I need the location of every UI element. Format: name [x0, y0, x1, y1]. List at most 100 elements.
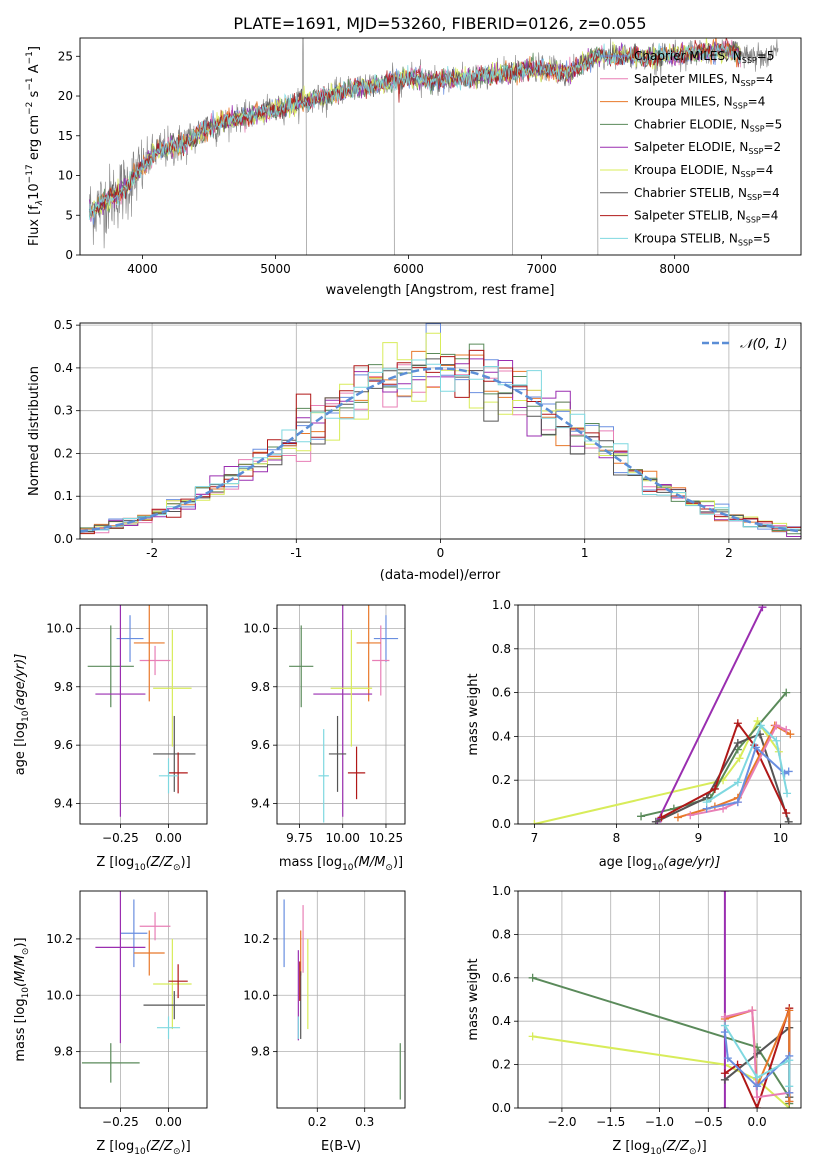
y-tick-label: 10.0: [243, 621, 270, 635]
x-axis-label: Z [log10(Z/Z⊙)]: [96, 855, 190, 873]
y-tick-label: 0.1: [54, 489, 73, 503]
x-axis-label: mass [log10(M/M⊙)]: [279, 855, 403, 873]
marker-chabrier_stelib: [784, 817, 793, 824]
y-tick-label: 10.2: [46, 932, 73, 946]
marker-salpeter_stelib: [657, 813, 666, 822]
x-tick-label: 2: [725, 546, 733, 560]
figure-title: PLATE=1691, MJD=53260, FIBERID=0126, z=0…: [233, 14, 646, 33]
point-chabrier_elodie: [81, 1043, 140, 1083]
point-salpeter_stelib: [168, 752, 188, 794]
x-tick-label: 0.0: [748, 1115, 767, 1129]
y-tick-label: 9.4: [251, 797, 270, 811]
marker-salpeter_stelib: [733, 719, 742, 728]
marker-chabrier_miles: [784, 767, 793, 776]
y-tick-label: 25: [58, 49, 73, 63]
marker-kroupa_elodie: [530, 820, 539, 824]
point-kroupa_stelib: [156, 1016, 181, 1039]
x-axis-label: Z [log10(Z/Z⊙)]: [96, 1139, 190, 1157]
point-kroupa_stelib: [318, 729, 329, 823]
x-axis-label: wavelength [Angstrom, rest frame]: [326, 283, 555, 298]
y-tick-label: 10.0: [46, 621, 73, 635]
marker-chabrier_elodie: [782, 688, 791, 697]
y-tick-label: 0.0: [54, 532, 73, 546]
y-tick-label: 0.4: [492, 1014, 511, 1028]
y-tick-label: 0.0: [492, 817, 511, 831]
point-salpeter_stelib: [168, 964, 188, 999]
marker-chabrier_miles: [753, 1082, 762, 1091]
x-tick-label: −0.25: [102, 831, 139, 845]
x-tick-label: −1.5: [596, 1115, 625, 1129]
mass_vs_z-plot-area: [81, 891, 206, 1083]
x-axis-label: (data-model)/error: [380, 568, 501, 583]
marker-salpeter_miles: [772, 721, 781, 730]
legend-label-kroupa_miles: Kroupa MILES, NSSP=4: [634, 95, 765, 111]
y-tick-label: 0.2: [54, 446, 73, 460]
y-axis-label: Normed distribution: [27, 366, 42, 496]
point-chabrier_elodie: [289, 625, 314, 708]
x-tick-label: 9: [695, 831, 703, 845]
x-tick-label: 6000: [393, 262, 424, 276]
marker-chabrier_miles: [733, 798, 742, 807]
y-tick-label: 0: [65, 248, 73, 262]
point-chabrier_miles: [120, 899, 148, 968]
x-tick-label: 1: [581, 546, 589, 560]
x-tick-label: 10: [773, 831, 788, 845]
marker-kroupa_miles: [673, 813, 682, 822]
legend-label-chabrier_miles: Chabrier MILES, NSSP=5: [634, 49, 774, 65]
point-chabrier_miles: [116, 615, 144, 662]
y-axis-label: mass [log10(M/M⊙)]: [13, 937, 31, 1061]
legend-label-salpeter_elodie: Salpeter ELODIE, NSSP=2: [634, 140, 781, 156]
point-kroupa_elodie: [153, 938, 192, 1030]
marker-kroupa_stelib: [785, 1056, 794, 1065]
point-kroupa_miles: [133, 605, 165, 702]
x-tick-label: 10.25: [369, 831, 403, 845]
point-salpeter_miles: [139, 912, 171, 941]
point-kroupa_elodie: [153, 629, 192, 747]
y-tick-label: 9.8: [54, 680, 73, 694]
marker-chabrier_stelib: [651, 817, 660, 824]
age_vs_mass-frame: [276, 604, 406, 825]
marker-kroupa_stelib: [702, 798, 711, 807]
point-kroupa_miles: [133, 930, 165, 976]
legend-label-salpeter_stelib: Salpeter STELIB, NSSP=4: [634, 209, 778, 225]
mass_vs_ebv-frame: [276, 890, 406, 1109]
marker-chabrier_elodie: [637, 812, 646, 821]
y-tick-label: 0.2: [492, 773, 511, 787]
marker-salpeter_miles: [720, 1012, 729, 1021]
point-chabrier_stelib: [153, 715, 196, 792]
marker-kroupa_stelib: [753, 1073, 762, 1082]
y-tick-label: 0.3: [54, 404, 73, 418]
marker-kroupa_stelib: [720, 1021, 729, 1030]
x-tick-label: −0.5: [694, 1115, 723, 1129]
y-tick-label: 0.5: [54, 318, 73, 332]
x-tick-label: 5000: [260, 262, 291, 276]
marker-kroupa_stelib: [733, 778, 742, 787]
y-tick-label: 9.8: [251, 680, 270, 694]
weight_vs_z-frame: [517, 890, 802, 1109]
x-tick-label: 7: [531, 831, 539, 845]
marker-kroupa_miles: [785, 1006, 794, 1015]
point-salpeter_stelib: [347, 746, 366, 800]
x-axis-label: Z [log10(Z/Z⊙)]: [612, 1139, 706, 1157]
y-tick-label: 0.8: [492, 927, 511, 941]
age_vs_mass-plot-area: [289, 605, 399, 823]
residuals-panel: -2 -1 0 1 2 0.0 0.1 0.2 0.3 0.4 0.5 𝒩(0, 1) (data-mo…: [27, 318, 802, 583]
x-axis-label: E(B-V): [321, 1139, 361, 1154]
point-salpeter_miles: [372, 625, 390, 696]
x-tick-label: −0.25: [102, 1115, 139, 1129]
x-tick-label: −1.0: [645, 1115, 674, 1129]
age_vs_z-panel: −0.25 0.00 9.4 9.6 9.8 10.0 Z [log10(Z/Z⊙)] age…: [13, 604, 208, 873]
spectrum-plot-area: [88, 38, 779, 255]
y-tick-label: 9.6: [251, 738, 270, 752]
marker-kroupa_stelib: [783, 789, 792, 798]
y-tick-label: 0.0: [492, 1101, 511, 1115]
point-salpeter_elodie: [95, 605, 146, 817]
y-tick-label: 9.8: [54, 1045, 73, 1059]
y-axis-label: Flux [fλ10−17 erg cm−2 s−1 A−1]: [25, 46, 45, 246]
age_vs_z-plot-area: [87, 605, 196, 817]
point-salpeter_elodie: [95, 891, 146, 1044]
y-tick-label: 10.0: [46, 988, 73, 1002]
y-tick-label: 1.0: [492, 598, 511, 612]
x-tick-label: 0.3: [355, 1115, 374, 1129]
x-tick-label: 8000: [659, 262, 690, 276]
